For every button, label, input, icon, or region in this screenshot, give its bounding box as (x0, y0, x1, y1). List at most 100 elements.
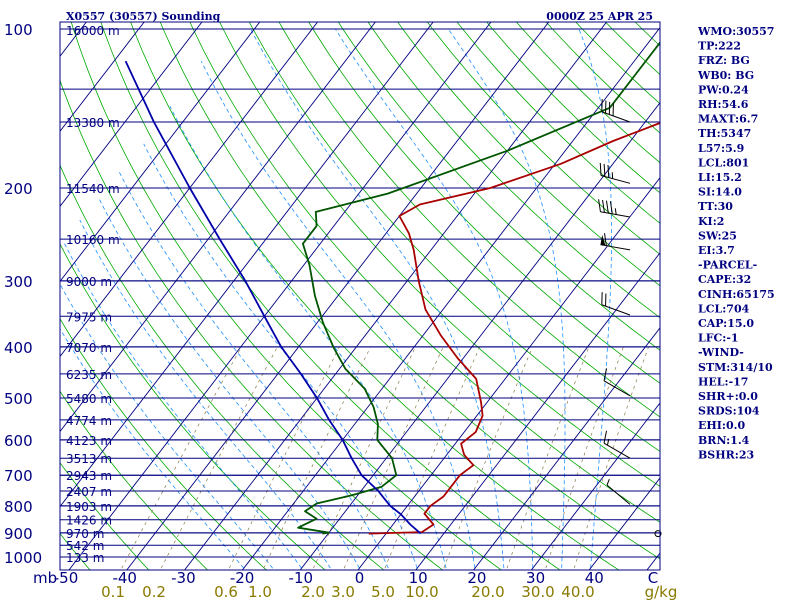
wind-barb-flag (607, 164, 610, 178)
sounding-index: BRN:1.4 (698, 434, 750, 447)
mixing-ratio-lines (121, 346, 649, 569)
sounding-index: L57:5.9 (698, 142, 744, 155)
sounding-index: WMO:30557 (697, 25, 774, 38)
wind-barb-flag (605, 100, 607, 114)
wind-barb-flag (605, 200, 609, 214)
sounding-index: KI:2 (698, 215, 724, 228)
pressure-unit-label: mb (33, 569, 57, 587)
height-label: 4774 m (66, 414, 112, 428)
mixing-ratio-tick-label: g/kg (645, 583, 678, 600)
mixing-ratio-line (343, 346, 444, 569)
mixing-ratio-tick-label: 40.0 (561, 583, 594, 600)
sounding-index: TT:30 (698, 200, 733, 213)
wind-barb-flag (612, 103, 614, 116)
moist-adiabats (60, 28, 612, 569)
wind-barb-flag (602, 199, 605, 213)
chart-time: 0000Z 25 APR 25 (546, 10, 653, 23)
isobars (60, 28, 660, 558)
sounding-index: TP:222 (698, 40, 741, 53)
height-label: 1426 m (66, 514, 112, 528)
sounding-index: EI:3.7 (698, 244, 735, 257)
wind-barb-flag (603, 368, 608, 381)
dry-adiabat (367, 22, 660, 319)
moist-adiabat (60, 283, 274, 569)
temperature-tick-label: 30 (526, 569, 545, 587)
wind-barb-half (614, 208, 617, 215)
wind-barb-staff (603, 442, 631, 459)
temperature-tick-label: 10 (409, 569, 428, 587)
isotherm (530, 402, 660, 570)
height-label: 6235 m (66, 368, 112, 382)
height-label: 2407 m (66, 485, 112, 499)
height-label: 13380 m (66, 116, 120, 130)
isotherms (60, 22, 660, 570)
moist-adiabat (335, 28, 534, 569)
sounding-index: -PARCEL- (698, 259, 757, 272)
moist-adiabat (79, 219, 331, 569)
temperature-tick-label: -40 (112, 569, 137, 587)
temperature-tick-label: -10 (289, 569, 314, 587)
dry-adiabat (308, 22, 660, 384)
mixing-ratio-line (263, 346, 371, 569)
height-label: 2943 m (66, 469, 112, 483)
wind-barb-staff (600, 211, 631, 218)
wind-barb-flag (603, 163, 606, 177)
sounding-index: STM:314/10 (698, 361, 773, 374)
plot-frame (59, 21, 661, 571)
wind-barb-staff (606, 484, 631, 505)
sounding-index: -WIND- (698, 346, 744, 359)
sounding-index: FRZ: BG (698, 54, 750, 67)
moist-adiabat (169, 106, 447, 569)
dry-adiabat (337, 22, 660, 351)
dry-adiabat (60, 317, 267, 570)
isotherm (60, 22, 434, 508)
moist-adiabat (143, 143, 418, 569)
moist-adiabat (60, 327, 245, 569)
wind-pennant (600, 234, 606, 246)
temperature-tick-label: -20 (230, 569, 255, 587)
dry-adiabat (278, 22, 660, 418)
wind-barb (654, 530, 662, 538)
sounding-index: LI:15.2 (698, 171, 742, 184)
isotherm (473, 327, 660, 570)
sounding-index: CAP:15.0 (698, 317, 754, 330)
wind-barb-staff (600, 244, 631, 251)
mixing-ratio-tick-label: 0.6 (214, 583, 238, 600)
wind-barb-flag (608, 101, 611, 115)
temperature-tick-label: 20 (467, 569, 486, 587)
wind-barb (606, 479, 631, 505)
mixing-ratio-tick-label: 5.0 (371, 583, 395, 600)
sounding-index: CAPE:32 (698, 273, 751, 286)
mixing-ratio-line (384, 346, 481, 569)
sounding-index: LFC:-1 (698, 332, 739, 345)
profile-lines (124, 41, 660, 535)
dry-adiabat (426, 22, 660, 255)
isotherm (415, 252, 660, 570)
pressure-tick-label: 900 (4, 525, 33, 543)
isotherm (184, 22, 608, 570)
height-label: 970 m (66, 527, 104, 541)
isotherm (357, 177, 660, 570)
dry-adiabat (189, 22, 660, 523)
sounding-index: SRDS:104 (698, 405, 760, 418)
sounding-index: SW:25 (698, 229, 737, 242)
sounding-index: SHR+:0.0 (698, 390, 758, 403)
chart-title: X0557 (30557) Sounding (66, 10, 221, 23)
isotherm (60, 22, 261, 283)
wind-barb (603, 430, 631, 459)
dry-adiabat (60, 243, 326, 570)
wind-barb-flag (609, 201, 613, 214)
sounding-index: RH:54.6 (698, 98, 749, 111)
temperature-tick-label: -50 (54, 569, 79, 587)
height-label: 10160 m (66, 233, 120, 247)
wind-barb-flag (601, 292, 603, 305)
sounding-index: SI:14.0 (698, 186, 742, 199)
mixing-ratio-tick-label: 20.0 (471, 583, 504, 600)
isotherm (68, 22, 492, 570)
pressure-tick-label: 600 (4, 432, 33, 450)
mixing-ratio-line (443, 346, 533, 569)
mixing-ratio-line (573, 346, 649, 569)
isotherm (299, 101, 660, 570)
